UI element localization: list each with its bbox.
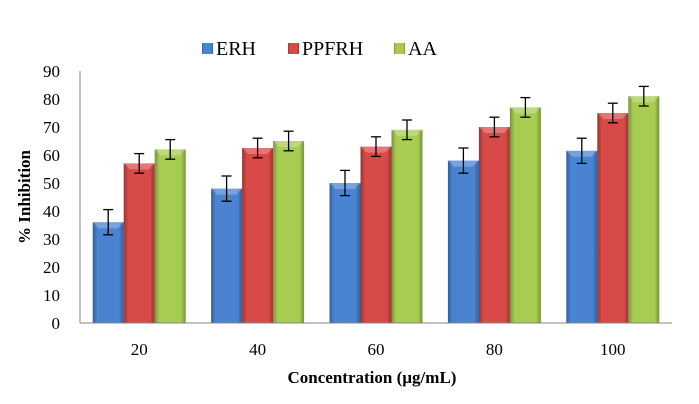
- y-tick-label: 80: [43, 90, 60, 109]
- y-tick-label: 70: [43, 118, 60, 137]
- x-tick-label: 40: [249, 340, 266, 359]
- bar-erh: [566, 150, 598, 323]
- x-tick-label: 100: [600, 340, 626, 359]
- x-tick-label: 20: [131, 340, 148, 359]
- y-tick-label: 0: [52, 314, 61, 333]
- bar-erh: [447, 160, 479, 323]
- bar-ppfrh: [597, 113, 629, 323]
- bar-aa: [273, 141, 305, 323]
- y-tick-label: 50: [43, 174, 60, 193]
- bar-ppfrh: [123, 163, 155, 323]
- bar-aa: [509, 107, 541, 324]
- bar-ppfrh: [360, 146, 392, 323]
- legend-label-aa: AA: [408, 38, 437, 60]
- legend-swatch-ppfrh: [288, 43, 299, 54]
- legend: ERH PPFRH AA: [202, 38, 437, 60]
- legend-swatch-aa: [394, 43, 405, 54]
- bar-erh: [329, 183, 361, 323]
- bar-erh: [211, 188, 243, 323]
- legend-swatch-erh: [202, 43, 213, 54]
- x-axis-title: Concentration (µg/mL): [288, 368, 457, 387]
- y-tick-label: 40: [43, 202, 60, 221]
- x-tick-label: 60: [368, 340, 385, 359]
- bar-aa: [628, 96, 660, 323]
- legend-label-ppfrh: PPFRH: [302, 38, 363, 60]
- y-tick-label: 60: [43, 146, 60, 165]
- y-tick-label: 20: [43, 258, 60, 277]
- y-axis-title: % Inhibition: [15, 149, 34, 244]
- y-tick-label: 10: [43, 286, 60, 305]
- bar-erh: [92, 222, 124, 323]
- x-tick-label: 80: [486, 340, 503, 359]
- bar-ppfrh: [242, 148, 274, 323]
- bar-aa: [154, 149, 186, 323]
- bar-ppfrh: [478, 127, 510, 323]
- bar-aa: [391, 129, 423, 323]
- y-tick-label: 30: [43, 230, 60, 249]
- legend-label-erh: ERH: [216, 38, 256, 60]
- y-tick-label: 90: [43, 62, 60, 81]
